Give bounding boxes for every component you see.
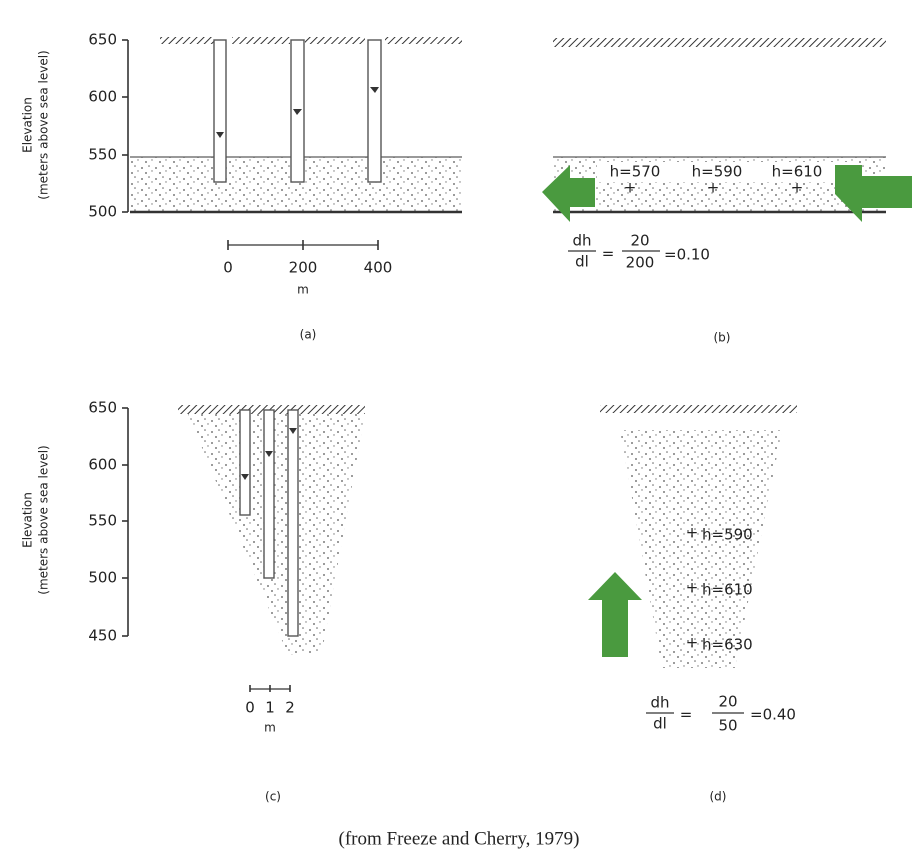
label: 50 (718, 717, 737, 735)
label: dh (572, 232, 591, 250)
label: 500 (88, 203, 117, 221)
shape (289, 428, 297, 434)
panel-b: h=570 h=590 h=610 + + + dh dl = 20 200 =0.… (542, 38, 912, 345)
label: dl (653, 715, 667, 733)
label: = (680, 706, 693, 724)
label: dl (575, 253, 589, 271)
shape: + (624, 179, 637, 197)
shape (216, 132, 224, 138)
label: 400 (364, 259, 393, 277)
shape (213, 39, 227, 183)
shape (287, 409, 299, 637)
panel-a: Elevation (meters above sea level) 650 6… (21, 31, 462, 342)
label: 650 (88, 31, 117, 49)
shape (232, 37, 290, 44)
label: (a) (300, 328, 317, 342)
label: =0.40 (750, 706, 796, 724)
shape: + (707, 179, 720, 197)
panel-c: Elevation (meters above sea level) 650 6… (21, 399, 365, 804)
shape (239, 409, 251, 516)
label: 2 (285, 699, 295, 717)
label: 650 (88, 399, 117, 417)
label: 200 (626, 254, 655, 272)
shape: + (686, 579, 699, 597)
shape (265, 451, 273, 457)
label: 500 (88, 569, 117, 587)
label: Elevation (21, 492, 35, 548)
shape (305, 37, 365, 44)
label: (d) (710, 790, 727, 804)
shape (293, 109, 302, 115)
label: 20 (630, 232, 649, 250)
label: 550 (88, 512, 117, 530)
shape (241, 474, 249, 480)
label: 550 (88, 146, 117, 164)
panel-d: + + + h=590 h=610 h=630 dh dl = 20 50 =0.4… (588, 405, 797, 804)
label: 600 (88, 88, 117, 106)
arrow (588, 572, 642, 657)
label: = (602, 245, 615, 263)
label: 0 (245, 699, 255, 717)
shape (385, 37, 462, 44)
shape (188, 414, 365, 655)
label: (b) (714, 331, 731, 345)
shape (263, 409, 275, 579)
label: dh (650, 694, 669, 712)
shape (367, 39, 382, 183)
label: (meters above sea level) (37, 445, 51, 594)
label: (meters above sea level) (37, 50, 51, 199)
shape: + (686, 634, 699, 652)
label: 0 (223, 259, 233, 277)
label: 600 (88, 456, 117, 474)
label: 200 (289, 259, 318, 277)
label: =0.10 (664, 246, 710, 264)
shape (370, 87, 379, 93)
source-credit: (from Freeze and Cherry, 1979) (339, 828, 580, 849)
label: m (297, 283, 309, 297)
label: (c) (265, 790, 281, 804)
shape (620, 430, 782, 668)
label: h=570 (610, 163, 661, 181)
shape (553, 38, 886, 47)
shape (597, 162, 855, 182)
label: Elevation (21, 97, 35, 153)
label: h=630 (702, 636, 753, 654)
shape (600, 405, 797, 413)
label: m (264, 721, 276, 735)
label: 20 (718, 693, 737, 711)
label: 1 (265, 699, 275, 717)
label: h=610 (702, 581, 753, 599)
label: 450 (88, 627, 117, 645)
label: h=610 (772, 163, 823, 181)
shape (160, 37, 215, 44)
shape: + (791, 179, 804, 197)
label: h=590 (702, 526, 753, 544)
arrow (542, 165, 595, 222)
arrow (835, 165, 912, 222)
label: h=590 (692, 163, 743, 181)
shape: + (686, 524, 699, 542)
